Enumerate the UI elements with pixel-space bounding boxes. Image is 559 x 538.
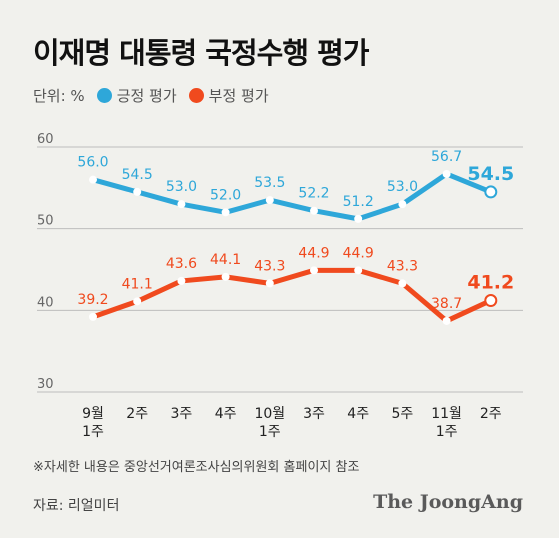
x-tick-label: 1주	[259, 424, 281, 440]
positive-point	[354, 214, 363, 223]
negative-point	[89, 312, 97, 321]
negative-point	[484, 294, 498, 308]
y-tick-label: 50	[37, 214, 54, 229]
negative-data-label: 38.7	[431, 296, 462, 312]
negative-point	[442, 316, 451, 325]
x-tick-label: 10월	[254, 406, 285, 422]
negative-data-label: 41.2	[467, 272, 514, 294]
negative-data-label: 44.1	[210, 252, 241, 268]
negative-point	[221, 272, 230, 281]
legend-item-positive: 긍정 평가	[96, 85, 177, 106]
footnote: ※자세한 내용은 중앙선거여론조사심의위원회 홈페이지 참조	[33, 460, 360, 475]
negative-point	[265, 279, 274, 288]
legend: 단위: % 긍정 평가 부정 평가	[33, 84, 281, 106]
negative-point	[398, 279, 407, 288]
positive-point	[484, 185, 498, 199]
positive-data-label: 53.0	[166, 179, 197, 195]
legend-negative-label: 부정 평가	[208, 86, 269, 105]
negative-point	[177, 276, 186, 285]
negative-point	[133, 297, 142, 306]
negative-data-label: 43.3	[387, 258, 418, 274]
positive-data-label: 51.2	[343, 194, 374, 210]
positive-data-label: 54.5	[122, 167, 153, 183]
x-tick-label: 3주	[303, 406, 325, 422]
chart-title: 이재명 대통령 국정수행 평가	[33, 36, 369, 70]
x-tick-label: 9월	[82, 406, 104, 422]
x-tick-label: 11월	[431, 406, 462, 422]
negative-swatch	[188, 87, 204, 103]
x-tick-label: 4주	[215, 406, 237, 422]
y-tick-label: 30	[37, 377, 54, 392]
positive-data-label: 54.5	[467, 163, 514, 185]
positive-point	[89, 175, 97, 184]
x-tick-label: 2주	[480, 406, 502, 422]
positive-series-line	[90, 171, 494, 222]
x-tick-label: 2주	[126, 406, 148, 422]
negative-data-label: 39.2	[77, 292, 108, 308]
negative-data-label: 43.6	[166, 256, 197, 272]
legend-positive-label: 긍정 평가	[116, 86, 177, 105]
positive-data-label: 56.0	[77, 155, 108, 171]
positive-point	[310, 206, 318, 215]
negative-point	[354, 266, 363, 275]
x-tick-label: 3주	[171, 406, 193, 422]
x-tick-label: 1주	[436, 424, 458, 440]
positive-point	[133, 187, 142, 196]
source-label: 자료: 리얼미터	[33, 498, 120, 514]
positive-point	[177, 200, 186, 209]
positive-swatch	[96, 87, 112, 103]
positive-data-label: 52.0	[210, 187, 241, 203]
positive-data-label: 53.0	[387, 179, 418, 195]
positive-point	[398, 200, 407, 209]
y-tick-label: 40	[37, 295, 54, 310]
legend-item-negative: 부정 평가	[188, 85, 269, 106]
publisher-logo: The JoongAng	[373, 491, 523, 513]
positive-data-label: 56.7	[431, 149, 462, 165]
positive-point	[442, 169, 451, 178]
positive-data-label: 52.2	[298, 186, 329, 202]
unit-label: 단위: %	[33, 86, 85, 105]
x-tick-label: 4주	[347, 406, 369, 422]
negative-data-label: 44.9	[343, 245, 374, 261]
positive-data-label: 53.5	[254, 175, 285, 191]
negative-point	[310, 266, 318, 275]
negative-data-label: 43.3	[254, 258, 285, 274]
positive-point	[265, 196, 274, 205]
x-tick-label: 1주	[82, 424, 104, 440]
y-tick-label: 60	[37, 132, 54, 147]
negative-series-line	[90, 267, 494, 324]
positive-point	[221, 208, 230, 217]
x-tick-label: 5주	[392, 406, 414, 422]
negative-data-label: 44.9	[298, 245, 329, 261]
negative-data-label: 41.1	[122, 276, 153, 292]
